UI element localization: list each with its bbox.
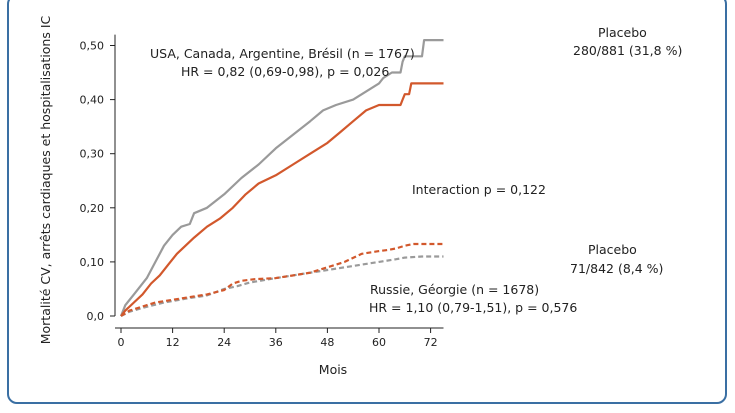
top-group-title: USA, Canada, Argentine, Brésil (n = 1767…: [150, 46, 415, 61]
y-axis-label: Mortalité CV, arrêts cardiaques et hospi…: [38, 15, 53, 344]
bottom-placebo-value: 71/842 (8,4 %): [570, 261, 663, 276]
x-tick-label: 72: [424, 336, 438, 349]
top-group-hr: HR = 0,82 (0,69-0,98), p = 0,026: [181, 64, 389, 79]
figure-frame: [7, 0, 727, 404]
bottom-group-hr: HR = 1,10 (0,79-1,51), p = 0,576: [369, 300, 577, 315]
axes: 0,0 0,10 0,20 0,30 0,40 0,50 0 12 24 36 48 60 72: [80, 34, 444, 349]
y-tick-label: 0,20: [80, 202, 105, 215]
y-tick-label: 0,10: [80, 256, 105, 269]
x-tick-label: 48: [320, 336, 334, 349]
series-line-americas-treatment: [120, 82, 444, 317]
y-tick-label: 0,50: [80, 40, 105, 53]
top-placebo-value: 280/881 (31,8 %): [573, 43, 682, 58]
series-group: [119, 39, 444, 317]
x-tick-label: 0: [118, 336, 125, 349]
y-tick-label: 0,40: [80, 94, 105, 107]
bottom-group-title: Russie, Géorgie (n = 1678): [370, 282, 539, 297]
bottom-placebo-label: Placebo: [588, 242, 637, 257]
x-axis-label: Mois: [319, 362, 347, 377]
series-line-americas-placebo: [119, 39, 444, 317]
series-line-russia-georgia-treatment: [120, 242, 444, 317]
x-tick-label: 36: [269, 336, 283, 349]
y-tick-label: 0,0: [87, 310, 105, 323]
top-placebo-label: Placebo: [598, 25, 647, 40]
interaction-label: Interaction p = 0,122: [412, 182, 546, 197]
y-tick-label: 0,30: [80, 148, 105, 161]
x-tick-label: 60: [372, 336, 386, 349]
x-tick-label: 24: [217, 336, 231, 349]
x-tick-label: 12: [166, 336, 180, 349]
